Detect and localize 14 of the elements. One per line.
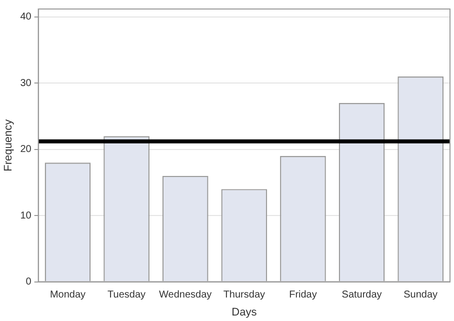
x-tick-label: Friday [289,290,317,301]
y-tick-label: 20 [20,144,32,156]
y-tick-label: 0 [26,276,32,288]
x-axis-title: Days [232,306,258,318]
y-tick-label: 10 [20,210,32,222]
x-tick-label: Thursday [223,290,266,301]
x-tick-label: Monday [50,290,86,301]
x-tick-label: Wednesday [159,290,212,301]
x-tick-label: Saturday [342,290,382,301]
x-tick-label: Tuesday [108,290,146,301]
x-tick-label: Sunday [404,290,438,301]
y-tick-label: 30 [20,78,32,89]
y-tick-label: 40 [20,12,32,23]
y-axis-title: Frequency [2,118,15,172]
